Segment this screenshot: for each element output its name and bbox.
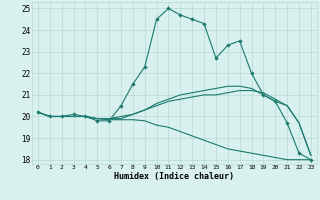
X-axis label: Humidex (Indice chaleur): Humidex (Indice chaleur) [115, 172, 234, 181]
